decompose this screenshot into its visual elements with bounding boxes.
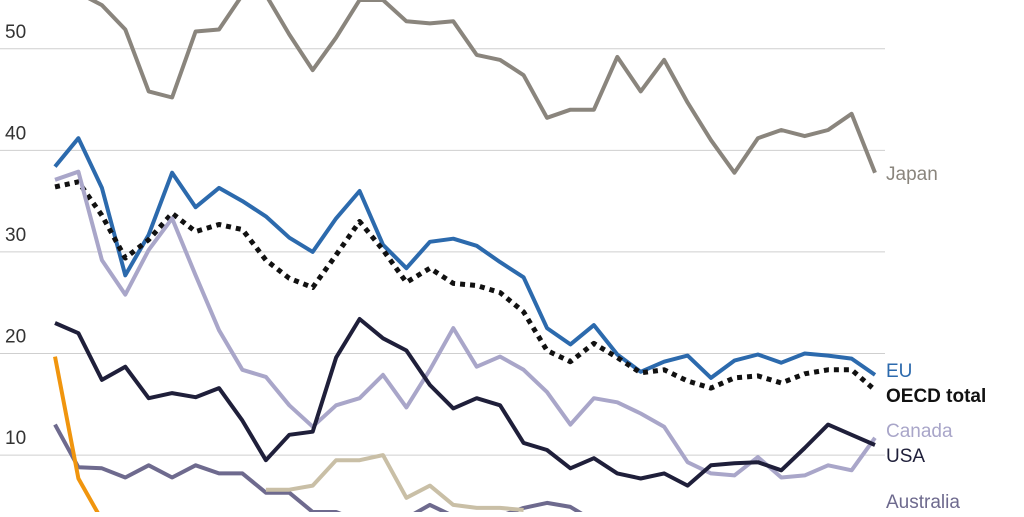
series-label: OECD total: [886, 386, 986, 407]
series-label: Australia: [886, 492, 960, 512]
series-line: [53, 356, 100, 512]
series-line: [54, 179, 877, 392]
series-label: EU: [886, 361, 912, 382]
series-line: [87, 0, 877, 175]
y-tick-label: 50: [5, 22, 26, 43]
series-line: [54, 317, 876, 488]
series-line: [265, 453, 524, 512]
lines: [53, 0, 877, 512]
series-line: [53, 423, 583, 512]
labels: Japan EU OECD total Canada USA Australia: [886, 164, 986, 513]
series-label: Canada: [886, 421, 953, 442]
y-tick-label: 40: [5, 123, 26, 144]
series-label: Japan: [886, 164, 938, 185]
series-line: [54, 169, 877, 480]
y-tick-label: 30: [5, 225, 26, 246]
y-tick-label: 20: [5, 327, 26, 348]
series-line: [53, 136, 877, 380]
series-label: USA: [886, 446, 925, 467]
y-tick-label: 10: [5, 428, 26, 449]
